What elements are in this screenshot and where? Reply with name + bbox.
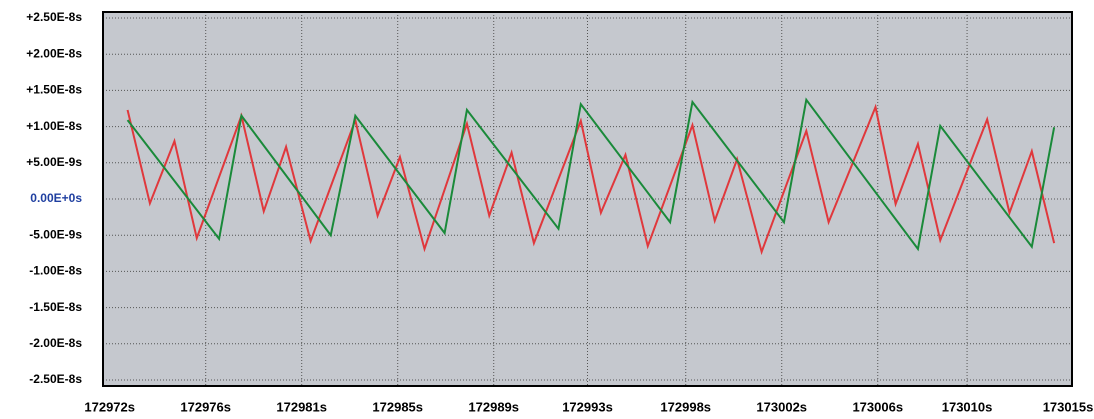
- series-line: [126, 103, 1056, 256]
- x-tick-label: 173006s: [852, 399, 903, 414]
- y-tick-label: +1.50E-8s: [26, 83, 82, 97]
- y-tick-label: +2.00E-8s: [26, 46, 82, 60]
- y-tick-label: -1.50E-8s: [29, 300, 82, 314]
- y-tick-label: +1.00E-8s: [26, 119, 82, 133]
- y-tick-label: -2.50E-8s: [29, 372, 82, 386]
- lines: [126, 97, 1056, 256]
- x-tick-label: 172985s: [372, 399, 423, 414]
- y-tick-label: +2.50E-8s: [26, 10, 82, 24]
- x-tick-label: 173010s: [942, 399, 993, 414]
- y-tick-label: +5.00E-9s: [26, 155, 82, 169]
- x-tick-label: 172972s: [84, 399, 135, 414]
- x-tick-label: 173015s: [1043, 399, 1094, 414]
- x-tick-label: 172998s: [660, 399, 711, 414]
- x-tick-label: 172976s: [180, 399, 231, 414]
- tick-labels: +2.50E-8s +2.00E-8s +1.50E-8s +1.00E-8s +5.0…: [26, 10, 1093, 414]
- x-tick-label: 172993s: [562, 399, 613, 414]
- y-tick-label: -1.00E-8s: [29, 264, 82, 278]
- y-tick-label: 0.00E+0s: [30, 191, 82, 205]
- y-tick-label: -2.00E-8s: [29, 336, 82, 350]
- y-tick-label: -5.00E-9s: [29, 227, 82, 241]
- x-tick-label: 172981s: [276, 399, 327, 414]
- plot-frame: [102, 11, 1073, 387]
- x-tick-label: 173002s: [756, 399, 807, 414]
- series-line: [126, 97, 1056, 252]
- x-tick-label: 172989s: [468, 399, 519, 414]
